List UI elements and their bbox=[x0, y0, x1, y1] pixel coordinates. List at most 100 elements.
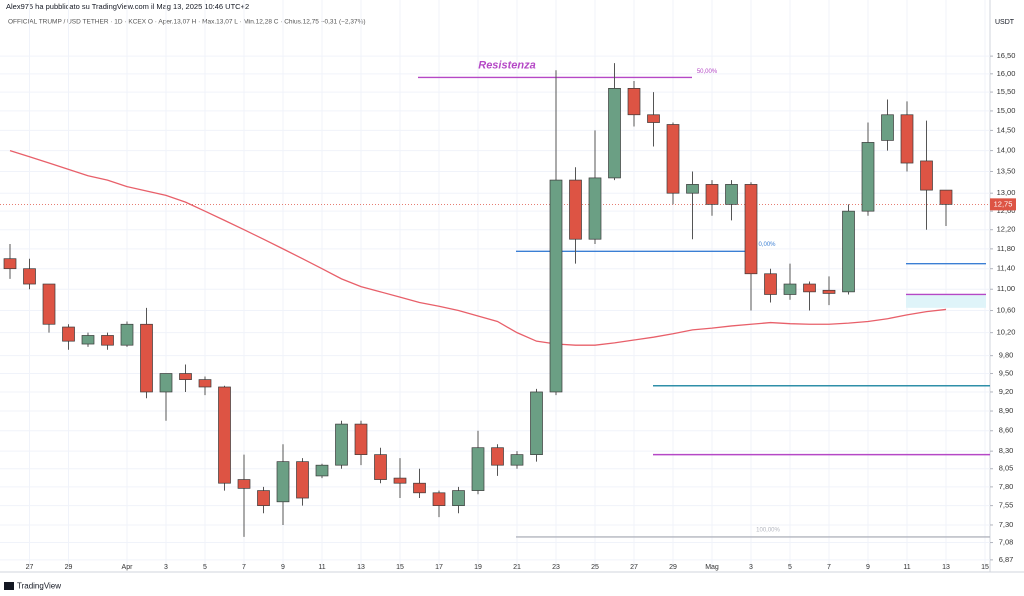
candle-body bbox=[237, 479, 251, 489]
candle-body bbox=[530, 391, 543, 455]
x-tick-label: 25 bbox=[591, 564, 599, 571]
x-tick-label: 5 bbox=[788, 564, 792, 571]
x-tick-label: 27 bbox=[630, 564, 638, 571]
y-tick-label: 15,50 bbox=[997, 87, 1016, 96]
x-tick-label: 21 bbox=[513, 564, 521, 571]
y-tick-label: 8,60 bbox=[999, 426, 1014, 435]
candle-body bbox=[257, 490, 270, 506]
y-tick-label: 8,30 bbox=[999, 446, 1014, 455]
candle-body bbox=[101, 335, 114, 346]
y-tick-label: 8,90 bbox=[999, 406, 1014, 415]
x-tick-label: 5 bbox=[203, 564, 207, 571]
x-tick-label: 11 bbox=[318, 564, 325, 571]
x-tick-label: 3 bbox=[164, 564, 168, 571]
candle-body bbox=[842, 210, 855, 293]
y-tick-label: 14,50 bbox=[997, 125, 1016, 134]
candle-body bbox=[647, 114, 660, 123]
x-tick-label: 15 bbox=[981, 564, 989, 571]
brand: TradingView bbox=[17, 582, 61, 591]
candle-body bbox=[744, 184, 758, 275]
y-tick-label: 12,20 bbox=[997, 225, 1016, 234]
last-price-label: 12,75 bbox=[994, 199, 1013, 208]
candle-body bbox=[549, 179, 563, 393]
candle-body bbox=[3, 258, 17, 270]
x-tick-label: Mag bbox=[705, 564, 719, 571]
last-price-tag bbox=[990, 198, 1016, 211]
candle-body bbox=[627, 88, 641, 116]
x-tick-label: 29 bbox=[669, 564, 677, 571]
annotation: 0,00% bbox=[758, 242, 776, 248]
x-tick-label: 13 bbox=[357, 564, 365, 571]
candle-body bbox=[120, 323, 134, 346]
candle-body bbox=[939, 189, 953, 205]
y-tick-label: 13,00 bbox=[997, 188, 1016, 197]
candle-body bbox=[354, 423, 368, 455]
y-tick-label: 12,60 bbox=[997, 206, 1016, 215]
candle-body bbox=[159, 373, 173, 393]
candle-body bbox=[179, 373, 192, 380]
y-tick-label: 7,80 bbox=[999, 482, 1014, 491]
y-tick-label: 11,40 bbox=[997, 264, 1015, 273]
candle-body bbox=[764, 273, 777, 295]
x-tick-label: 27 bbox=[26, 564, 34, 571]
candle-body bbox=[81, 335, 95, 345]
candle-body bbox=[783, 283, 797, 295]
currency: USDT bbox=[995, 19, 1015, 26]
y-tick-label: 9,50 bbox=[999, 369, 1014, 378]
candle-body bbox=[42, 283, 56, 325]
annotation: 50,00% bbox=[697, 69, 718, 75]
candle-body bbox=[861, 142, 875, 212]
candle-body bbox=[296, 461, 309, 499]
y-tick-label: 16,50 bbox=[997, 51, 1016, 60]
y-tick-label: 11,80 bbox=[997, 244, 1015, 253]
moving-average bbox=[9, 149, 947, 346]
x-tick-label: 29 bbox=[65, 564, 73, 571]
x-tick-label: 23 bbox=[552, 564, 560, 571]
candle-body bbox=[276, 461, 290, 503]
candle-body bbox=[588, 177, 602, 240]
candle-body bbox=[920, 160, 933, 191]
x-tick-label: 9 bbox=[281, 564, 285, 571]
candle-body bbox=[803, 283, 816, 293]
candle-body bbox=[510, 454, 524, 466]
y-tick-label: 14,00 bbox=[997, 146, 1016, 155]
y-tick-label: 15,00 bbox=[997, 106, 1016, 115]
symbol-info: OFFICIAL TRUMP / USD TETHER · 1D · KCEX … bbox=[8, 19, 366, 26]
annotation: 100,00% bbox=[756, 527, 780, 533]
candle-body bbox=[608, 88, 621, 179]
candle-body bbox=[686, 184, 699, 194]
y-tick-label: 11,00 bbox=[997, 284, 1015, 293]
x-tick-label: 7 bbox=[827, 564, 831, 571]
candle-body bbox=[432, 492, 446, 506]
x-tick-label: 19 bbox=[474, 564, 482, 571]
candle-body bbox=[900, 114, 914, 164]
brand-logo bbox=[4, 582, 14, 590]
y-tick-label: 16,00 bbox=[997, 69, 1016, 78]
candle-body bbox=[413, 482, 426, 494]
candle-body bbox=[705, 184, 719, 205]
y-tick-label: 10,20 bbox=[997, 328, 1016, 337]
x-tick-label: 13 bbox=[942, 564, 950, 571]
y-tick-label: 13,50 bbox=[997, 166, 1016, 175]
y-tick-label: 7,08 bbox=[999, 538, 1014, 547]
candle-body bbox=[315, 464, 329, 477]
annotation: Resistenza bbox=[478, 59, 535, 71]
candle-body bbox=[393, 477, 407, 484]
x-tick-label: 7 bbox=[242, 564, 246, 571]
candle-body bbox=[335, 423, 348, 466]
y-tick-label: 6,87 bbox=[999, 555, 1014, 564]
candle-body bbox=[569, 179, 582, 240]
y-tick-label: 9,20 bbox=[999, 387, 1014, 396]
candle-body bbox=[471, 447, 485, 491]
candle-body bbox=[23, 268, 36, 285]
candle-body bbox=[374, 454, 387, 480]
candle-body bbox=[452, 490, 465, 506]
candle-body bbox=[666, 124, 680, 194]
candle-body bbox=[725, 184, 738, 205]
author-line: Alex975 ha pubblicato su TradingView.com… bbox=[6, 2, 249, 11]
candle-body bbox=[822, 289, 836, 294]
y-tick-label: 7,55 bbox=[999, 501, 1014, 510]
candle-body bbox=[881, 114, 894, 141]
x-tick-label: 9 bbox=[866, 564, 870, 571]
